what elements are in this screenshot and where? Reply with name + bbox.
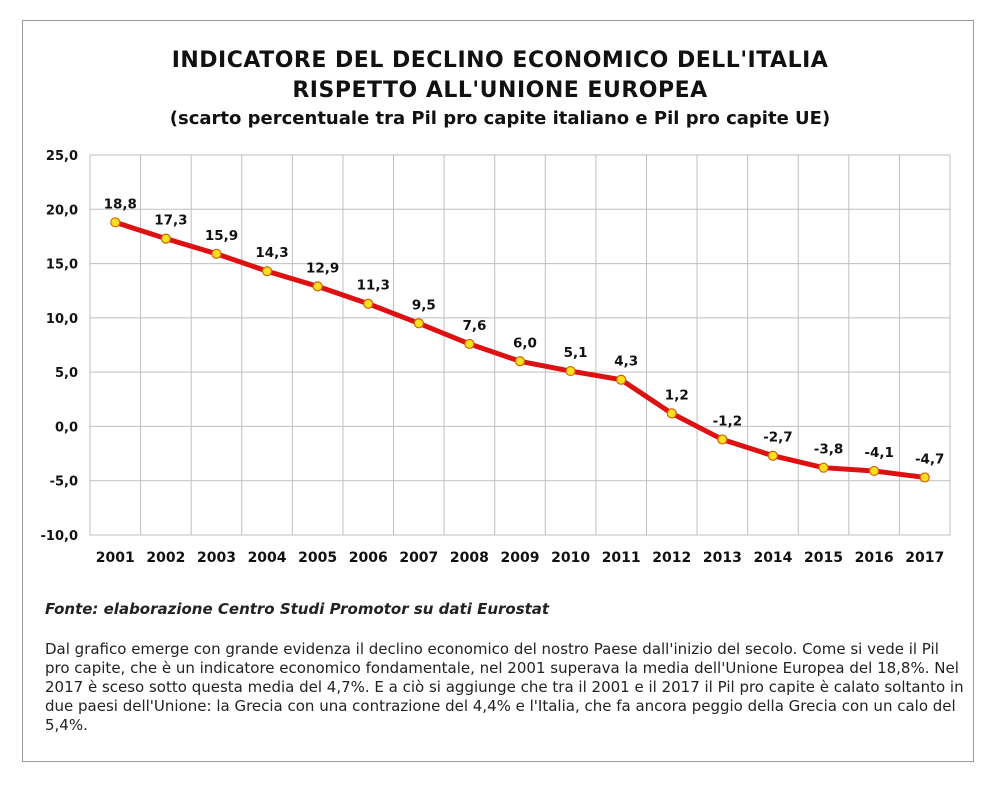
data-label: 17,3 — [154, 213, 187, 229]
y-tick-label: 25,0 — [46, 149, 78, 164]
data-label: 11,3 — [357, 278, 390, 294]
x-tick-label: 2007 — [399, 550, 438, 566]
y-tick-label: 10,0 — [46, 312, 78, 327]
data-point — [666, 408, 677, 419]
data-label: -4,1 — [864, 445, 894, 461]
data-label: -2,7 — [763, 430, 793, 446]
y-tick-label: -10,0 — [41, 529, 78, 544]
x-tick-label: 2009 — [501, 550, 540, 566]
x-tick-label: 2006 — [349, 550, 388, 566]
x-tick-label: 2010 — [551, 550, 590, 566]
x-tick-label: 2005 — [298, 550, 337, 566]
x-tick-label: 2013 — [703, 550, 742, 566]
x-tick-label: 2014 — [753, 550, 792, 566]
data-label: 12,9 — [306, 260, 339, 276]
data-label: 14,3 — [255, 245, 288, 261]
x-tick-label: 2001 — [96, 550, 135, 566]
data-point — [261, 266, 273, 277]
data-label: 7,6 — [462, 318, 486, 334]
data-point — [818, 462, 829, 473]
y-tick-label: 5,0 — [55, 366, 78, 381]
data-point — [160, 233, 171, 244]
data-label: 15,9 — [205, 228, 238, 244]
source-note: Fonte: elaborazione Centro Studi Promoto… — [45, 600, 550, 618]
chart-subtitle: (scarto percentuale tra Pil pro capite i… — [169, 108, 831, 129]
x-tick-label: 2002 — [146, 550, 185, 566]
data-label: -3,8 — [814, 442, 844, 458]
figure-frame — [22, 20, 974, 762]
data-point — [110, 217, 121, 228]
data-point — [616, 374, 627, 385]
y-tick-label: 20,0 — [46, 203, 78, 218]
data-point — [211, 248, 222, 259]
x-tick-label: 2004 — [248, 550, 287, 566]
data-label: -1,2 — [713, 413, 743, 429]
data-label: 18,8 — [104, 196, 137, 212]
data-point — [919, 472, 930, 483]
x-tick-label: 2012 — [652, 550, 691, 566]
x-tick-label: 2003 — [197, 550, 236, 566]
data-point — [869, 465, 880, 477]
chart-title-line2: RISPETTO ALL'UNIONE EUROPEA — [292, 78, 708, 103]
data-label: 1,2 — [665, 387, 689, 403]
x-tick-label: 2008 — [450, 550, 489, 566]
data-point — [464, 338, 475, 350]
data-point — [767, 450, 779, 461]
y-tick-label: 15,0 — [46, 258, 78, 273]
data-point — [565, 365, 576, 377]
data-label: 4,3 — [614, 354, 638, 370]
data-point — [413, 318, 424, 329]
data-point — [514, 356, 526, 367]
data-label: -4,7 — [915, 451, 945, 467]
x-tick-label: 2016 — [855, 550, 894, 566]
data-point — [312, 281, 323, 292]
description-text: Dal grafico emerge con grande evidenza i… — [45, 640, 964, 734]
data-label: 6,0 — [513, 335, 537, 351]
chart-title-line1: INDICATORE DEL DECLINO ECONOMICO DELL'IT… — [171, 48, 829, 73]
data-label: 5,1 — [564, 345, 588, 361]
x-tick-label: 2017 — [905, 550, 944, 566]
line-chart: 25,0 20,0 15,0 10,0 5,0 0,0 -5,0 -10,0 2001 2002 2… — [41, 149, 951, 566]
x-tick-label: 2011 — [602, 550, 641, 566]
data-label: 9,5 — [412, 297, 436, 313]
x-tick-label: 2015 — [804, 550, 843, 566]
data-point — [363, 298, 374, 309]
data-point — [717, 434, 728, 445]
y-tick-label: 0,0 — [55, 420, 78, 435]
y-tick-label: -5,0 — [50, 475, 78, 490]
